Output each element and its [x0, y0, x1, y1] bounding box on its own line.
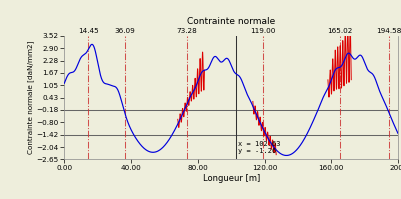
X-axis label: Contrainte normale: Contrainte normale	[186, 17, 275, 26]
Text: x = 102.63
y = -1.26: x = 102.63 y = -1.26	[237, 141, 280, 154]
X-axis label: Longueur [m]: Longueur [m]	[202, 174, 259, 182]
Y-axis label: Contrainte normale [daN/mm2]: Contrainte normale [daN/mm2]	[27, 41, 34, 154]
